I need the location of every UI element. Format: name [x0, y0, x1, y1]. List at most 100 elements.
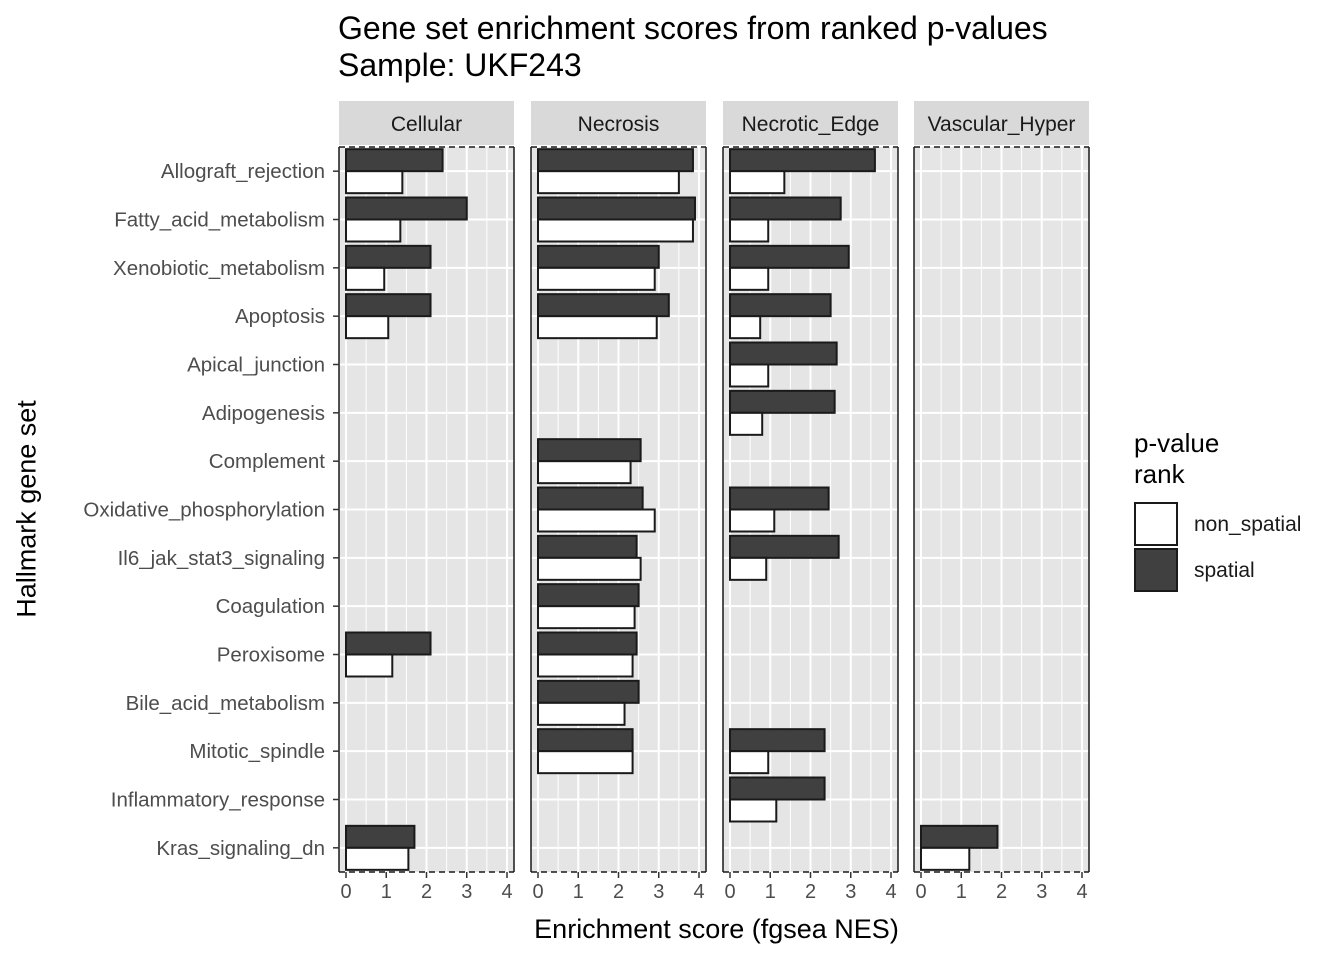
y-tick-label: Peroxisome [217, 644, 325, 667]
x-tick-label: 3 [461, 881, 472, 903]
bar-non-spatial-necrotic-edge [729, 508, 776, 533]
bar-non-spatial-cellular [345, 218, 402, 243]
x-tick-label: 1 [765, 881, 776, 903]
bar-spatial-vascular-hyper [920, 824, 999, 849]
bar-non-spatial-necrotic-edge [729, 266, 770, 291]
y-tick-label: Complement [209, 450, 326, 473]
bar-spatial-necrotic-edge [729, 728, 826, 753]
bar-spatial-necrotic-edge [729, 776, 826, 801]
bar-spatial-necrotic-edge [729, 148, 876, 173]
bar-spatial-necrosis [537, 728, 634, 753]
bar-spatial-necrosis [537, 583, 640, 608]
facet-strip-necrosis [531, 101, 706, 145]
legend-title-line: p-value [1134, 428, 1220, 458]
y-tick-label: Il6_jak_stat3_signaling [118, 547, 325, 570]
y-tick-label: Coagulation [216, 595, 325, 618]
x-tick-label: 1 [956, 881, 967, 903]
bar-spatial-necrosis [537, 679, 640, 704]
y-tick-label: Oxidative_phosphorylation [83, 499, 325, 522]
facet-label-necrotic-edge: Necrotic_Edge [742, 113, 880, 136]
bar-spatial-necrotic-edge [729, 244, 850, 269]
y-tick-label: Kras_signaling_dn [156, 837, 325, 860]
bar-spatial-cellular [345, 148, 444, 173]
x-tick-label: 4 [501, 881, 512, 903]
bar-non-spatial-necrosis [537, 750, 634, 775]
x-tick-label: 0 [532, 881, 543, 903]
x-tick-label: 1 [381, 881, 392, 903]
y-tick-label: Xenobiotic_metabolism [113, 257, 325, 280]
bar-non-spatial-necrotic-edge [729, 798, 778, 823]
bar-spatial-necrotic-edge [729, 293, 832, 318]
bar-non-spatial-necrosis [537, 653, 634, 678]
y-axis-label: Hallmark gene set [11, 400, 42, 618]
bar-non-spatial-necrosis [537, 508, 656, 533]
bar-spatial-necrosis [537, 438, 642, 463]
bar-spatial-necrotic-edge [729, 341, 838, 366]
x-tick-label: 3 [653, 881, 664, 903]
bar-spatial-necrotic-edge [729, 389, 836, 414]
bar-non-spatial-necrosis [537, 218, 694, 243]
bar-spatial-necrosis [537, 631, 638, 656]
bar-spatial-cellular [345, 244, 432, 269]
facet-strip-necrotic-edge [723, 101, 898, 145]
legend-label-non-spatial: non_spatial [1194, 513, 1302, 536]
bar-non-spatial-vascular-hyper [920, 846, 971, 871]
bar-spatial-cellular [345, 631, 432, 656]
bar-non-spatial-necrotic-edge [729, 750, 770, 775]
x-tick-label: 0 [340, 881, 351, 903]
x-tick-label: 2 [421, 881, 432, 903]
bar-spatial-cellular [345, 196, 468, 221]
bar-non-spatial-necrotic-edge [729, 218, 770, 243]
bar-spatial-cellular [345, 824, 416, 849]
legend-key-non-spatial [1134, 502, 1178, 546]
x-tick-label: 4 [693, 881, 704, 903]
bar-spatial-necrosis [537, 486, 644, 511]
y-tick-label: Fatty_acid_metabolism [114, 209, 325, 232]
bar-non-spatial-cellular [345, 846, 410, 871]
x-tick-label: 0 [915, 881, 926, 903]
bar-non-spatial-necrosis [537, 170, 680, 195]
bar-non-spatial-cellular [345, 653, 394, 678]
bar-non-spatial-necrosis [537, 266, 656, 291]
bar-spatial-necrosis [537, 534, 638, 559]
bar-spatial-necrotic-edge [729, 196, 842, 221]
y-tick-label: Mitotic_spindle [189, 740, 325, 763]
chart-title: Gene set enrichment scores from ranked p… [338, 10, 1048, 46]
y-tick-label: Bile_acid_metabolism [126, 692, 325, 715]
bar-non-spatial-necrosis [537, 605, 636, 630]
bar-non-spatial-cellular [345, 266, 386, 291]
bar-non-spatial-necrotic-edge [729, 363, 770, 388]
y-tick-label: Adipogenesis [202, 402, 325, 425]
x-tick-label: 2 [805, 881, 816, 903]
bar-spatial-necrosis [537, 148, 694, 173]
y-tick-label: Apical_junction [187, 354, 325, 377]
y-tick-label: Apoptosis [235, 305, 325, 328]
x-tick-label: 2 [613, 881, 624, 903]
x-tick-label: 4 [1076, 881, 1087, 903]
bar-spatial-necrosis [537, 196, 696, 221]
chart-subtitle: Sample: UKF243 [338, 47, 582, 83]
x-tick-label: 1 [573, 881, 584, 903]
bar-spatial-necrotic-edge [729, 486, 830, 511]
x-tick-label: 0 [724, 881, 735, 903]
bar-non-spatial-necrosis [537, 701, 626, 726]
bar-non-spatial-necrosis [537, 556, 642, 581]
legend-title: p-value rank [1134, 428, 1254, 490]
bar-non-spatial-necrotic-edge [729, 411, 764, 436]
legend-label-spatial: spatial [1194, 559, 1255, 582]
bar-spatial-necrotic-edge [729, 534, 840, 559]
x-tick-label: 2 [996, 881, 1007, 903]
facet-strip-cellular [339, 101, 514, 145]
facet-label-vascular-hyper: Vascular_Hyper [928, 113, 1076, 136]
legend-title-line: rank [1134, 459, 1185, 489]
bar-non-spatial-cellular [345, 170, 404, 195]
legend-key-spatial [1134, 548, 1178, 592]
bar-spatial-necrosis [537, 244, 660, 269]
y-tick-label: Allograft_rejection [161, 160, 325, 183]
bar-spatial-cellular [345, 293, 432, 318]
y-tick-label: Inflammatory_response [111, 789, 325, 812]
bar-non-spatial-necrotic-edge [729, 315, 762, 340]
bar-non-spatial-cellular [345, 315, 390, 340]
facet-label-necrosis: Necrosis [578, 113, 660, 136]
